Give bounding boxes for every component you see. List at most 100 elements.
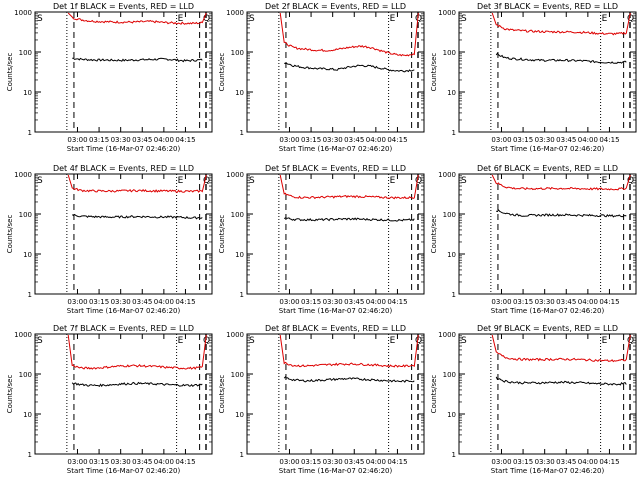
x-tick-label: 03:00	[491, 458, 511, 466]
x-tick-label: 03:30	[111, 298, 131, 306]
y-tick-label: 1	[240, 291, 244, 299]
end-marker: E	[178, 14, 184, 24]
y-tick-label: 1000	[14, 9, 32, 17]
x-tick-label: 04:15	[599, 136, 619, 144]
x-tick-label: 03:30	[323, 298, 343, 306]
q-marker: Q	[415, 14, 422, 24]
y-tick-label: 1	[452, 129, 456, 137]
x-axis-label: Start Time (16-Mar-07 02:46:20)	[279, 145, 393, 153]
events-series-line	[283, 376, 415, 383]
events-series-line	[496, 209, 627, 218]
plot-frame	[458, 173, 637, 295]
x-tick-label: 03:15	[89, 458, 109, 466]
q-marker: Q	[627, 336, 634, 346]
detector-panel: 1 10 100 1000 03:00 03:15 03:30 03:45 04:00 04:15…	[6, 2, 213, 153]
panel-title: Det 8f BLACK = Events, RED = LLD	[265, 324, 406, 333]
y-tick-label: 10	[23, 89, 32, 97]
x-tick-label: 04:00	[154, 136, 174, 144]
start-marker: S	[37, 176, 43, 186]
plot-frame	[34, 333, 213, 455]
x-tick-label: 04:00	[366, 458, 386, 466]
x-tick-label: 03:15	[301, 136, 321, 144]
panel-title: Det 1f BLACK = Events, RED = LLD	[53, 2, 194, 11]
x-tick-label: 03:30	[323, 458, 343, 466]
events-series-line	[71, 381, 203, 388]
x-tick-label: 04:00	[578, 298, 598, 306]
plot-frame	[34, 173, 213, 295]
q-marker: Q	[627, 14, 634, 24]
x-axis-label: Start Time (16-Mar-07 02:46:20)	[67, 307, 181, 315]
y-tick-label: 100	[19, 211, 32, 219]
x-tick-label: 03:00	[279, 458, 299, 466]
q-marker: Q	[203, 176, 210, 186]
y-axis-label: Counts/sec	[430, 215, 438, 254]
x-tick-label: 04:15	[599, 458, 619, 466]
start-marker: S	[249, 176, 255, 186]
x-tick-label: 03:00	[491, 136, 511, 144]
panel-title: Det 3f BLACK = Events, RED = LLD	[477, 2, 618, 11]
y-tick-label: 10	[447, 411, 456, 419]
y-axis-label: Counts/sec	[218, 215, 226, 254]
x-tick-label: 03:45	[556, 298, 576, 306]
lld-series-line	[279, 12, 419, 57]
lld-series-line	[67, 12, 207, 25]
x-tick-label: 03:15	[513, 298, 533, 306]
x-axis-label: Start Time (16-Mar-07 02:46:20)	[279, 307, 393, 315]
q-marker: Q	[415, 336, 422, 346]
y-tick-label: 1	[240, 129, 244, 137]
x-tick-label: 04:15	[175, 298, 195, 306]
lld-series-line	[67, 174, 207, 193]
x-tick-label: 04:15	[175, 136, 195, 144]
y-tick-label: 1000	[14, 171, 32, 179]
y-tick-label: 100	[19, 49, 32, 57]
detector-panel: 1 10 100 1000 03:00 03:15 03:30 03:45 04:00 04:15…	[6, 164, 213, 315]
q-marker: Q	[627, 176, 634, 186]
y-tick-label: 10	[235, 251, 244, 259]
x-tick-label: 03:30	[535, 298, 555, 306]
x-tick-label: 03:30	[111, 458, 131, 466]
x-tick-label: 03:30	[111, 136, 131, 144]
y-tick-label: 100	[231, 371, 244, 379]
y-tick-label: 1000	[226, 9, 244, 17]
x-tick-label: 03:00	[279, 298, 299, 306]
x-axis-label: Start Time (16-Mar-07 02:46:20)	[279, 467, 393, 475]
lld-series-line	[279, 334, 419, 368]
start-marker: S	[37, 14, 43, 24]
x-tick-label: 03:45	[132, 458, 152, 466]
x-tick-label: 03:15	[513, 458, 533, 466]
x-tick-label: 03:15	[301, 298, 321, 306]
y-axis-label: Counts/sec	[218, 375, 226, 414]
lld-series-line	[67, 334, 207, 370]
y-tick-label: 1	[240, 451, 244, 459]
start-marker: S	[37, 336, 43, 346]
end-marker: E	[178, 176, 184, 186]
x-tick-label: 04:00	[154, 298, 174, 306]
y-axis-label: Counts/sec	[6, 375, 14, 414]
panel-title: Det 9f BLACK = Events, RED = LLD	[477, 324, 618, 333]
y-tick-label: 10	[235, 89, 244, 97]
x-tick-label: 03:00	[67, 136, 87, 144]
y-tick-label: 100	[443, 371, 456, 379]
lld-series-line	[491, 12, 631, 36]
x-tick-label: 03:00	[491, 298, 511, 306]
start-marker: S	[461, 14, 467, 24]
x-tick-label: 04:15	[175, 458, 195, 466]
lld-series-line	[279, 174, 419, 200]
x-tick-label: 03:45	[344, 298, 364, 306]
y-axis-label: Counts/sec	[6, 53, 14, 92]
x-tick-label: 03:45	[344, 458, 364, 466]
x-tick-label: 04:00	[578, 458, 598, 466]
y-tick-label: 1000	[438, 331, 456, 339]
y-tick-label: 1	[452, 291, 456, 299]
y-tick-label: 1000	[438, 9, 456, 17]
x-tick-label: 03:15	[89, 298, 109, 306]
plot-frame	[246, 11, 425, 133]
detector-panel: 1 10 100 1000 03:00 03:15 03:30 03:45 04:00 04:15…	[430, 324, 637, 475]
x-tick-label: 04:15	[599, 298, 619, 306]
end-marker: E	[602, 336, 608, 346]
panel-title: Det 4f BLACK = Events, RED = LLD	[53, 164, 194, 173]
q-marker: Q	[203, 14, 210, 24]
x-tick-label: 03:45	[132, 136, 152, 144]
y-tick-label: 100	[231, 211, 244, 219]
y-tick-label: 10	[23, 251, 32, 259]
